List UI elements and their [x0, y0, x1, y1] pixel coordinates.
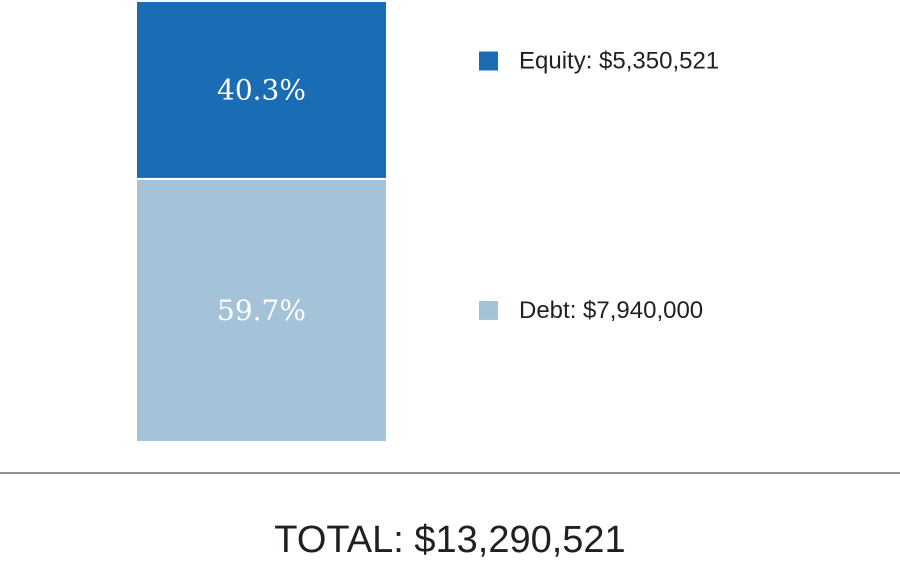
bar-segment-debt: [137, 179, 386, 441]
stacked-bar: 40.3% 59.7%: [137, 2, 386, 441]
legend-label-debt: Debt: $7,940,000: [519, 297, 703, 324]
legend-swatch-debt: [479, 300, 498, 320]
segment-percent-label-debt: 59.7%: [217, 294, 306, 327]
legend: Equity: $5,350,521 Debt: $7,940,000: [479, 48, 719, 324]
legend-swatch-equity: [479, 51, 498, 71]
bar-segment-equity: [137, 2, 386, 178]
segment-percent-label-equity: 40.3%: [217, 73, 306, 106]
legend-label-equity: Equity: $5,350,521: [519, 48, 719, 75]
total-label: TOTAL: $13,290,521: [274, 519, 625, 561]
